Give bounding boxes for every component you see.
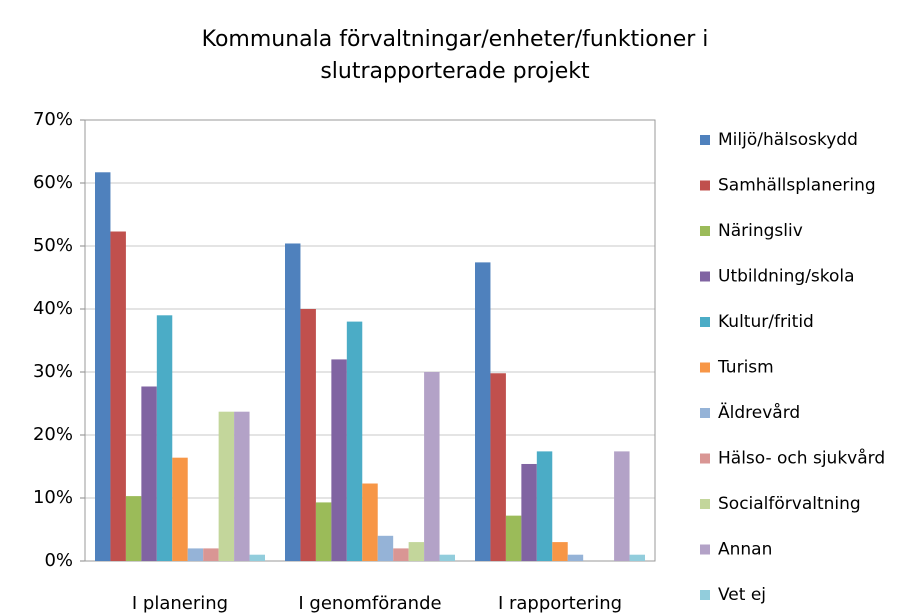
bar [567, 554, 584, 561]
bar [110, 231, 126, 561]
bar [393, 548, 409, 561]
bar [315, 502, 332, 561]
bar [141, 386, 157, 561]
legend-swatch [700, 317, 710, 327]
bar [490, 373, 506, 561]
legend-swatch [700, 135, 710, 145]
chart-title: Kommunala förvaltningar/enheter/funktion… [202, 27, 709, 52]
legend-swatch [700, 408, 710, 418]
legend-label: Annan [718, 540, 772, 560]
bar [346, 321, 363, 561]
bar [172, 457, 188, 561]
bar [331, 359, 347, 561]
bar [249, 554, 265, 561]
x-tick-label: I genomförande [298, 593, 441, 614]
legend-swatch [700, 499, 710, 509]
bar [203, 548, 219, 561]
y-tick-label: 10% [33, 487, 73, 508]
legend-swatch [700, 180, 710, 191]
bar [234, 411, 250, 561]
bar [505, 515, 522, 561]
legend-label: Äldrevård [718, 402, 800, 423]
legend-label: Socialförvaltning [718, 494, 861, 514]
chart-title: slutrapporterade projekt [320, 59, 590, 84]
legend-label: Kultur/fritid [718, 312, 814, 332]
bar [377, 535, 394, 561]
bar [521, 463, 537, 561]
bar [125, 496, 142, 561]
y-tick-label: 50% [33, 235, 73, 256]
legend-label: Miljö/hälsoskydd [718, 130, 858, 150]
legend-label: Vet ej [718, 585, 766, 605]
legend-swatch [700, 590, 710, 600]
legend-label: Samhällsplanering [718, 176, 876, 196]
y-tick-label: 60% [33, 172, 73, 193]
x-tick-label: I planering [132, 593, 228, 614]
legend-label: Hälso- och sjukvård [718, 448, 885, 469]
bar [187, 548, 204, 561]
bar [218, 411, 235, 561]
bar [629, 554, 645, 561]
bar [475, 262, 491, 561]
y-tick-label: 70% [33, 109, 73, 130]
bar [614, 451, 630, 561]
y-tick-label: 0% [44, 550, 73, 571]
bar [300, 309, 316, 561]
legend-swatch [700, 226, 710, 236]
bar [285, 243, 301, 562]
bar [362, 483, 378, 561]
legend-label: Näringsliv [718, 221, 803, 241]
legend-label: Turism [717, 358, 774, 378]
bar [439, 554, 455, 561]
y-tick-label: 40% [33, 298, 73, 319]
y-tick-label: 20% [33, 424, 73, 445]
bar [424, 372, 440, 561]
legend-swatch [700, 271, 710, 282]
legend-label: Utbildning/skola [718, 267, 855, 287]
x-tick-label: I rapportering [498, 593, 622, 614]
legend-swatch [700, 362, 710, 373]
bar [408, 542, 425, 561]
legend-swatch [700, 453, 710, 464]
legend-swatch [700, 544, 710, 555]
y-tick-label: 30% [33, 361, 73, 382]
bar [95, 172, 111, 562]
bar [552, 542, 568, 561]
bar [536, 451, 553, 561]
bar [156, 315, 173, 561]
